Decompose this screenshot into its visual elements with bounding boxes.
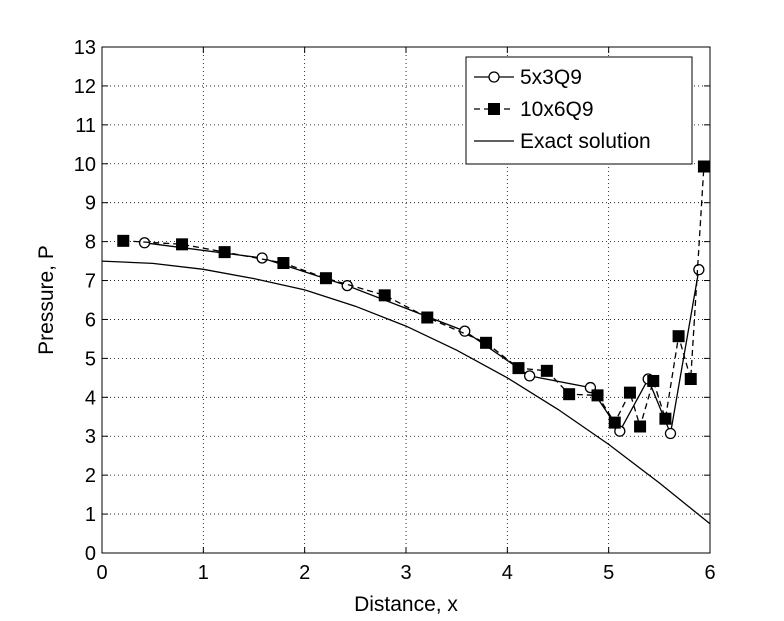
- x-tick-label: 1: [198, 562, 209, 584]
- y-tick-label: 12: [74, 76, 96, 98]
- data-point-10x6q9: [117, 234, 130, 247]
- data-point-10x6q9: [512, 362, 525, 375]
- y-tick-label: 11: [75, 115, 96, 137]
- legend-box: [465, 56, 693, 165]
- x-tick-label: 2: [299, 562, 310, 584]
- y-tick-label: 9: [85, 193, 96, 215]
- data-point-10x6q9: [319, 272, 332, 285]
- y-tick-label: 10: [74, 154, 96, 176]
- data-point-10x6q9: [684, 373, 697, 386]
- data-point-10x6q9: [623, 386, 636, 399]
- data-point-10x6q9: [591, 389, 604, 402]
- x-tick-label: 6: [704, 562, 715, 584]
- legend-entry-exact-solution: Exact solution: [474, 130, 651, 153]
- y-tick-label: 13: [74, 37, 96, 59]
- y-axis-title: Pressure, P: [35, 245, 58, 355]
- x-tick-label: 5: [603, 562, 614, 584]
- x-tick-label: 3: [400, 562, 411, 584]
- legend-marker: [488, 103, 500, 115]
- data-point-10x6q9: [480, 336, 493, 349]
- y-tick-label: 8: [85, 232, 96, 254]
- legend-label: Exact solution: [520, 130, 651, 153]
- series-layer: [101, 160, 711, 525]
- series-5x3q9: [138, 237, 705, 440]
- data-point-10x6q9: [540, 364, 553, 377]
- data-point-10x6q9: [647, 374, 660, 387]
- data-point-10x6q9: [176, 238, 189, 251]
- data-point-5x3q9: [664, 427, 677, 440]
- y-tick-label: 3: [85, 426, 96, 448]
- x-tick-label: 0: [96, 562, 107, 584]
- series-line-5x3q9: [144, 242, 700, 436]
- data-point-10x6q9: [634, 420, 647, 433]
- data-point-5x3q9: [523, 370, 536, 382]
- data-point-5x3q9: [693, 263, 705, 276]
- data-point-10x6q9: [659, 412, 672, 425]
- data-point-10x6q9: [672, 330, 685, 343]
- legend-entry-5x3q9: 5x3Q9: [474, 66, 582, 89]
- data-point-10x6q9: [218, 246, 231, 259]
- y-tick-label: 4: [85, 387, 96, 409]
- grid: [102, 47, 710, 553]
- data-point-10x6q9: [563, 388, 576, 401]
- y-tick-label: 7: [85, 271, 96, 293]
- x-tick-label: 4: [502, 562, 513, 584]
- y-tick-label: 2: [85, 465, 96, 487]
- legend-marker: [488, 71, 500, 83]
- data-point-10x6q9: [697, 160, 710, 173]
- data-point-5x3q9: [256, 252, 268, 264]
- y-tick-label: 5: [85, 348, 96, 370]
- data-point-10x6q9: [608, 416, 621, 429]
- data-point-10x6q9: [421, 311, 434, 324]
- legend-entry-10x6q9: 10x6Q9: [474, 98, 594, 121]
- legend-label: 5x3Q9: [520, 66, 582, 89]
- series-10x6q9: [117, 160, 710, 433]
- y-tick-label: 6: [85, 309, 96, 331]
- legend: 5x3Q9 10x6Q9 Exact solution: [465, 56, 693, 165]
- y-tick-label: 1: [85, 504, 96, 526]
- legend-label: 10x6Q9: [520, 98, 594, 121]
- data-point-10x6q9: [277, 257, 290, 270]
- y-tick-label: 0: [85, 543, 96, 565]
- x-axis-title: Distance, x: [354, 593, 458, 616]
- data-point-10x6q9: [378, 289, 391, 302]
- series-line-exact-solution: [101, 260, 711, 525]
- series-line-10x6q9: [123, 166, 705, 429]
- series-exact-solution: [101, 260, 711, 525]
- data-point-5x3q9: [138, 237, 151, 249]
